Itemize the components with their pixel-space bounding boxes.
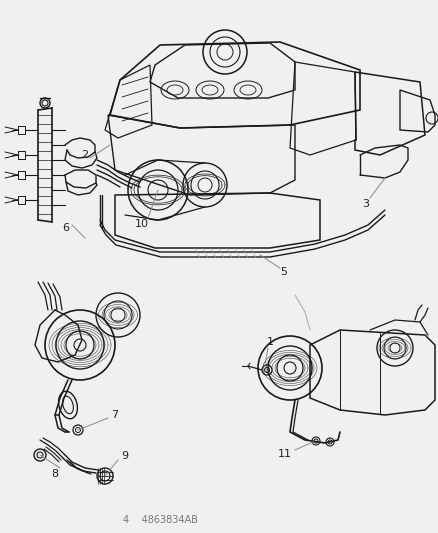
Text: 10: 10 [135, 219, 149, 229]
Text: 7: 7 [111, 410, 119, 420]
Text: 3: 3 [363, 199, 370, 209]
Text: 8: 8 [51, 469, 59, 479]
Text: 6: 6 [63, 223, 70, 233]
Text: 9: 9 [121, 451, 129, 461]
Text: 11: 11 [278, 449, 292, 459]
Text: 1: 1 [266, 337, 273, 347]
Text: 2: 2 [81, 150, 88, 160]
Text: 4    4863834AB: 4 4863834AB [123, 515, 198, 525]
Text: 5: 5 [280, 267, 287, 277]
